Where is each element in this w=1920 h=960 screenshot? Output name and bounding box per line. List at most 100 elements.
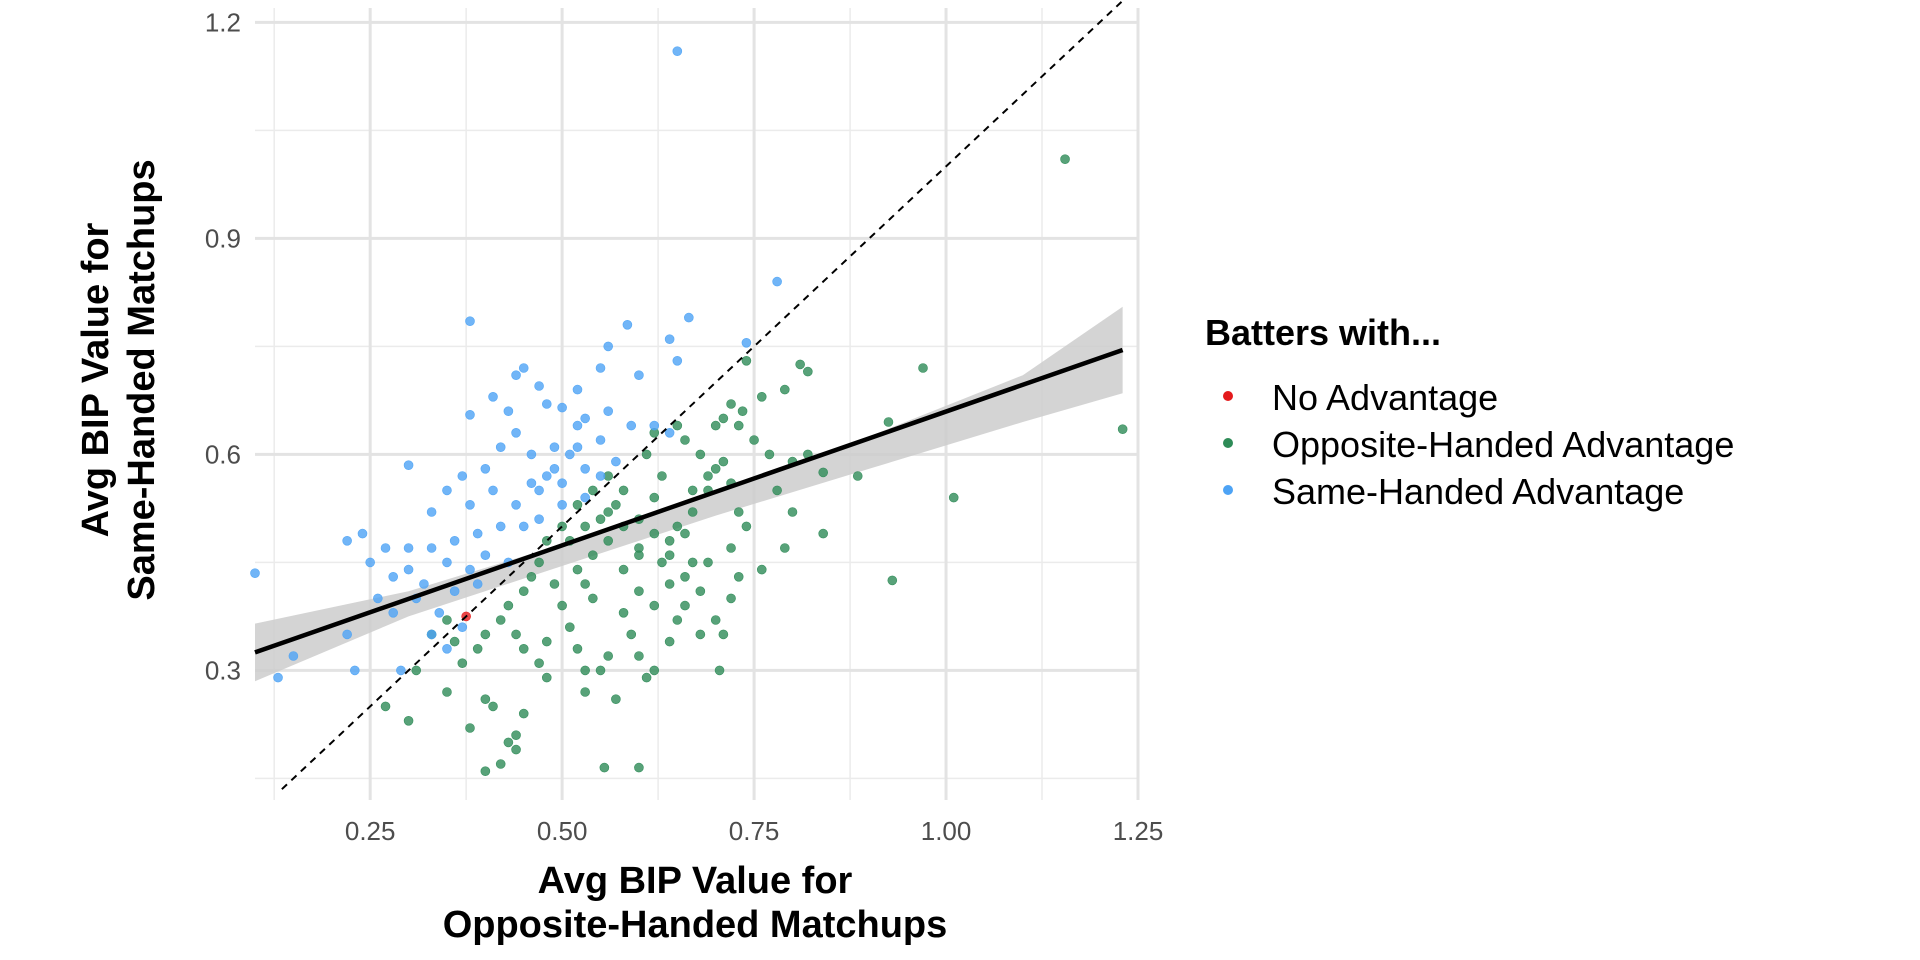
point-same-handed-advantage [380,543,391,553]
point-opposite-handed-advantage [818,467,828,478]
point-same-handed-advantage [557,478,567,489]
point-opposite-handed-advantage [503,600,514,611]
point-same-handed-advantage [457,471,468,481]
point-opposite-handed-advantage [534,658,544,669]
x-tick-label: 1.25 [1113,816,1164,846]
point-same-handed-advantage [442,485,452,496]
point-same-handed-advantage [403,564,414,575]
point-opposite-handed-advantage [649,600,660,611]
point-opposite-handed-advantage [649,665,660,676]
point-same-handed-advantage [572,384,583,395]
point-opposite-handed-advantage [649,492,660,503]
point-opposite-handed-advantage [442,687,452,697]
point-opposite-handed-advantage [603,535,614,546]
point-opposite-handed-advantage [518,708,529,719]
point-same-handed-advantage [572,442,583,453]
point-opposite-handed-advantage [718,456,729,467]
point-same-handed-advantage [534,514,544,525]
legend-key-no-advantage [1223,391,1233,401]
point-same-handed-advantage [465,564,475,575]
point-same-handed-advantage [649,420,660,431]
point-opposite-handed-advantage [756,391,767,402]
point-opposite-handed-advantage [611,499,621,510]
grid-major-lines [255,8,1140,800]
legend-key-same-handed [1223,485,1233,495]
point-same-handed-advantage [403,460,414,471]
legend-title: Batters with... [1205,312,1441,353]
point-opposite-handed-advantage [726,543,736,553]
point-same-handed-advantage [426,507,437,517]
point-same-handed-advantage [465,316,475,327]
point-opposite-handed-advantage [657,557,667,568]
point-opposite-handed-advantage [672,615,683,625]
point-same-handed-advantage [426,543,437,553]
legend-label-no-advantage: No Advantage [1272,377,1498,418]
point-same-handed-advantage [534,381,544,391]
point-opposite-handed-advantage [626,629,637,640]
point-same-handed-advantage [488,391,498,402]
point-opposite-handed-advantage [664,550,675,561]
point-opposite-handed-advantage [618,485,629,496]
point-same-handed-advantage [549,463,560,474]
point-opposite-handed-advantage [541,636,552,647]
point-opposite-handed-advantage [518,586,529,597]
point-same-handed-advantage [772,276,782,287]
point-same-handed-advantage [526,449,537,460]
legend-label-same-handed: Same-Handed Advantage [1272,471,1684,512]
point-same-handed-advantage [557,499,567,510]
point-same-handed-advantage [580,463,590,474]
x-axis-title-line1: Avg BIP Value for [538,860,853,902]
point-opposite-handed-advantage [710,463,721,474]
point-same-handed-advantage [388,571,399,582]
point-same-handed-advantage [741,337,752,348]
point-same-handed-advantage [611,456,621,467]
point-opposite-handed-advantage [664,636,675,647]
point-opposite-handed-advantage [1060,154,1070,164]
point-opposite-handed-advantage [480,766,491,777]
point-opposite-handed-advantage [887,575,898,586]
point-same-handed-advantage [396,665,406,676]
point-opposite-handed-advantage [749,435,759,445]
point-same-handed-advantage [672,46,683,57]
point-opposite-handed-advantage [634,586,644,597]
point-opposite-handed-advantage [603,651,614,661]
point-opposite-handed-advantage [603,507,614,517]
point-opposite-handed-advantage [572,564,583,575]
point-same-handed-advantage [342,629,352,640]
point-opposite-handed-advantage [680,528,690,539]
y-tick-labels: 0.3 0.6 0.9 1.2 [205,7,241,685]
point-opposite-handed-advantage [572,499,583,510]
point-same-handed-advantage [549,442,560,453]
point-opposite-handed-advantage [737,406,748,417]
point-same-handed-advantage [541,471,552,481]
point-opposite-handed-advantage [472,643,483,654]
point-opposite-handed-advantage [680,435,690,445]
point-opposite-handed-advantage [772,485,782,496]
point-same-handed-advantage [580,413,590,424]
point-opposite-handed-advantage [803,366,813,377]
point-opposite-handed-advantage [779,384,790,395]
point-same-handed-advantage [495,521,506,532]
point-opposite-handed-advantage [599,762,610,773]
x-tick-label: 0.25 [345,816,396,846]
point-opposite-handed-advantage [779,543,790,553]
point-opposite-handed-advantage [852,471,863,481]
point-same-handed-advantage [511,370,521,381]
point-same-handed-advantage [557,402,567,413]
point-same-handed-advantage [626,420,637,431]
point-same-handed-advantage [288,651,299,661]
point-opposite-handed-advantage [649,528,660,539]
legend-label-opposite-handed: Opposite-Handed Advantage [1272,424,1734,465]
point-same-handed-advantage [403,543,414,553]
point-opposite-handed-advantage [511,730,521,741]
point-same-handed-advantage [664,334,675,345]
point-opposite-handed-advantage [787,507,798,517]
point-opposite-handed-advantage [687,507,698,517]
point-same-handed-advantage [526,478,537,489]
point-opposite-handed-advantage [741,355,752,366]
point-same-handed-advantage [603,406,614,417]
point-opposite-handed-advantage [733,420,744,431]
point-same-handed-advantage [472,528,483,539]
regression-fit-line [254,347,1124,655]
